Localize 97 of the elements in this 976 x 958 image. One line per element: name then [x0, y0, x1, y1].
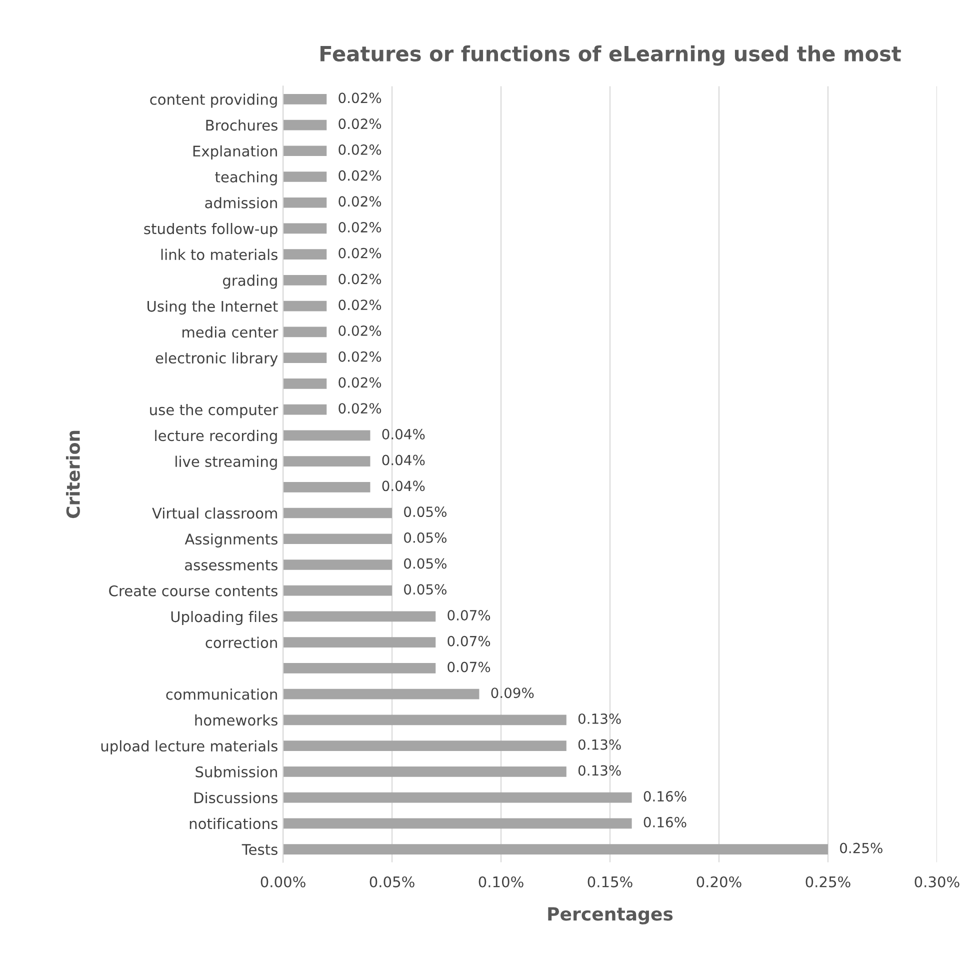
- bar: [283, 611, 436, 622]
- bar: [283, 197, 327, 208]
- bar: [283, 172, 327, 182]
- data-label: 0.07%: [448, 636, 490, 646]
- data-label: 0.02%: [338, 403, 382, 414]
- y-tick-label: communication: [166, 688, 277, 700]
- bar: [283, 714, 566, 726]
- data-label: 0.04%: [382, 454, 425, 466]
- bar: [283, 560, 392, 570]
- y-tick-label: assessments: [185, 560, 278, 570]
- y-tick-label: Submission: [196, 766, 277, 778]
- bar: [283, 792, 632, 803]
- bar: [283, 146, 327, 156]
- data-label: 0.02%: [338, 300, 382, 310]
- data-label: 0.13%: [578, 765, 621, 776]
- y-tick-label: use the computer: [150, 404, 278, 418]
- y-tick-label: Discussions: [194, 792, 278, 804]
- y-tick-label: admission: [205, 197, 277, 208]
- x-tick-label: 0.00%: [260, 876, 306, 888]
- y-tick-label: live streaming: [176, 456, 277, 470]
- data-label: 0.02%: [338, 170, 382, 181]
- y-tick-label: media center: [182, 326, 278, 338]
- data-label: 0.02%: [338, 351, 382, 362]
- y-tick-label: Uploading files: [171, 610, 278, 626]
- data-label: 0.02%: [338, 118, 382, 130]
- y-tick-label: Virtual classroom: [152, 507, 277, 519]
- y-axis-title: Criterion: [66, 430, 80, 518]
- x-tick-label: 0.25%: [806, 876, 850, 888]
- bar: [283, 300, 327, 312]
- x-tick-label: 0.05%: [370, 876, 414, 888]
- y-tick-label: teaching: [215, 171, 277, 186]
- bar: [283, 249, 327, 260]
- y-tick-label: Brochures: [206, 119, 278, 131]
- bar: [283, 663, 436, 674]
- data-label: 0.07%: [448, 662, 490, 672]
- data-label: 0.02%: [338, 144, 382, 155]
- y-tick-label: lecture recording: [155, 430, 277, 444]
- data-label: 0.04%: [382, 480, 425, 492]
- data-label: 0.02%: [338, 325, 382, 336]
- y-tick-label: link to materials: [161, 248, 278, 260]
- data-label: 0.13%: [578, 713, 621, 724]
- x-axis-title: Percentages: [548, 907, 673, 924]
- y-tick-label: notifications: [190, 818, 278, 830]
- data-label: 0.05%: [404, 506, 446, 518]
- bar: [283, 482, 370, 492]
- bar: [283, 766, 566, 777]
- data-label: 0.02%: [338, 377, 382, 388]
- data-label: 0.02%: [338, 274, 382, 284]
- bar: [283, 120, 327, 130]
- y-tick-label: Explanation: [193, 145, 277, 160]
- data-label: 0.02%: [338, 196, 382, 207]
- data-label: 0.02%: [338, 248, 382, 258]
- bar: [283, 378, 327, 389]
- data-label: 0.09%: [491, 688, 534, 698]
- bar: [283, 326, 327, 338]
- y-tick-label: electronic library: [156, 352, 278, 366]
- data-label: 0.05%: [404, 558, 446, 569]
- bar: [283, 275, 327, 286]
- y-tick-label: Tests: [242, 844, 278, 856]
- x-tick-label: 0.20%: [696, 876, 742, 888]
- y-tick-label: Using the Internet: [148, 300, 278, 315]
- bar: [283, 818, 632, 829]
- y-tick-label: correction: [206, 636, 277, 648]
- data-label: 0.07%: [448, 610, 490, 621]
- y-tick-label: content providing: [150, 94, 277, 108]
- x-tick-label: 0.10%: [478, 876, 524, 888]
- y-tick-label: homeworks: [195, 714, 278, 726]
- bar: [283, 844, 828, 854]
- bar: [283, 534, 392, 544]
- data-label: 0.05%: [404, 532, 446, 543]
- chart-title: Features or functions of eLearning used the most: [320, 45, 901, 66]
- data-label: 0.04%: [382, 428, 425, 440]
- data-label: 0.25%: [840, 842, 882, 854]
- bar: [283, 740, 566, 751]
- data-label: 0.16%: [644, 791, 686, 802]
- y-tick-label: Assignments: [184, 533, 278, 548]
- bar: [283, 430, 370, 441]
- y-tick-label: grading: [222, 274, 277, 289]
- bar: [283, 688, 480, 700]
- x-tick-label: 0.30%: [914, 876, 960, 888]
- data-label: 0.02%: [338, 222, 382, 233]
- data-label: 0.05%: [404, 584, 446, 595]
- data-label: 0.02%: [338, 92, 382, 104]
- bar: [283, 404, 327, 415]
- bar: [283, 94, 327, 104]
- y-tick-label: Create course contents: [109, 585, 278, 596]
- x-tick-label: 0.15%: [588, 876, 632, 888]
- bar: [283, 585, 392, 596]
- bar: [283, 352, 327, 363]
- bar: [283, 637, 436, 648]
- y-tick-label: upload lecture materials: [101, 740, 278, 754]
- data-label: 0.13%: [578, 739, 621, 750]
- bar: [283, 456, 370, 466]
- data-label: 0.16%: [644, 816, 686, 828]
- bar: [283, 508, 392, 518]
- y-tick-label: students follow-up: [144, 222, 278, 238]
- bar: [283, 223, 327, 234]
